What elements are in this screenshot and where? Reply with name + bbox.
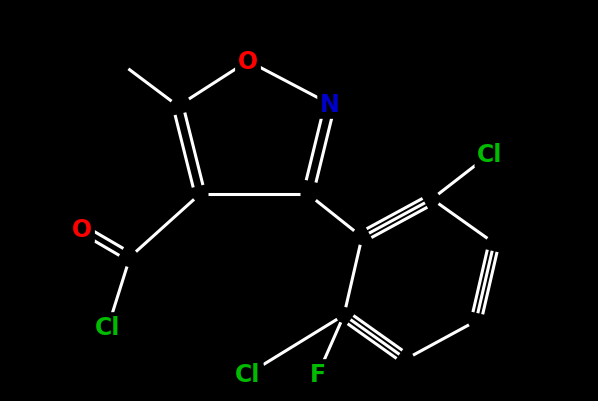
Text: Cl: Cl — [477, 143, 503, 166]
Text: Cl: Cl — [235, 362, 261, 386]
Text: F: F — [310, 362, 326, 386]
Text: O: O — [72, 217, 92, 241]
Text: N: N — [320, 93, 340, 117]
Text: Cl: Cl — [95, 315, 121, 339]
Text: O: O — [238, 50, 258, 74]
